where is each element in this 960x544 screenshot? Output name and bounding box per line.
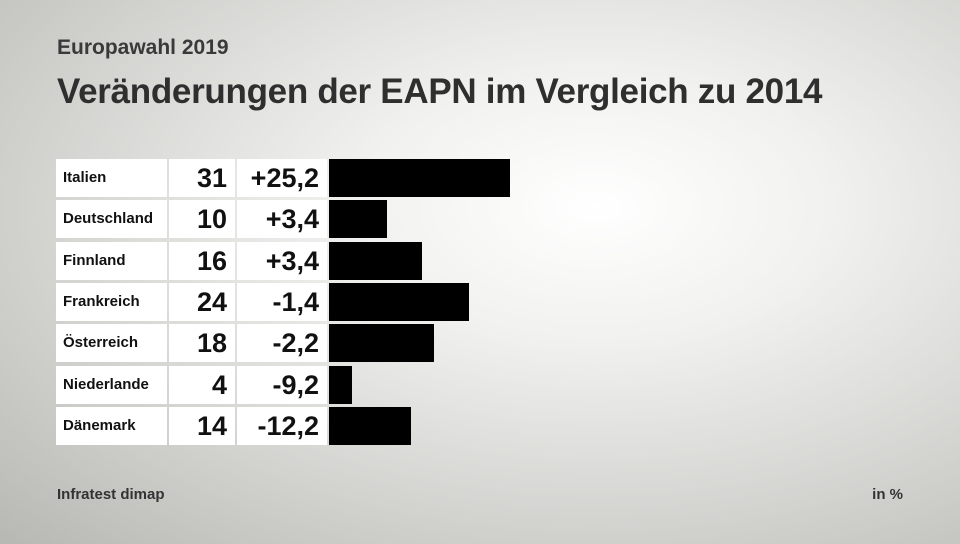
value-label: 10 xyxy=(169,200,235,239)
change-label: +3,4 xyxy=(237,200,327,239)
change-label: -2,2 xyxy=(237,324,327,363)
change-label: +3,4 xyxy=(237,241,327,280)
chart-title: Veränderungen der EAPN im Vergleich zu 2… xyxy=(57,72,823,111)
change-label: +25,2 xyxy=(237,159,327,197)
source-label: Infratest dimap xyxy=(57,486,165,503)
value-label: 24 xyxy=(169,282,235,321)
category-label: Deutschland xyxy=(56,200,167,239)
bar xyxy=(329,241,422,280)
category-label: Italien xyxy=(56,159,167,197)
change-label: -12,2 xyxy=(237,406,327,445)
bar xyxy=(329,365,352,404)
value-label: 16 xyxy=(169,241,235,280)
value-label: 14 xyxy=(169,406,235,445)
category-label: Frankreich xyxy=(56,282,167,321)
bar xyxy=(329,406,411,445)
category-label: Dänemark xyxy=(56,406,167,445)
category-label: Österreich xyxy=(56,324,167,363)
bar xyxy=(329,324,434,363)
category-label: Niederlande xyxy=(56,365,167,404)
unit-label: in % xyxy=(872,486,903,503)
value-label: 4 xyxy=(169,365,235,404)
change-label: -1,4 xyxy=(237,282,327,321)
category-label: Finnland xyxy=(56,241,167,280)
change-label: -9,2 xyxy=(237,365,327,404)
bar xyxy=(329,282,469,321)
bar xyxy=(329,200,387,239)
value-label: 31 xyxy=(169,159,235,197)
bar xyxy=(329,159,510,197)
value-label: 18 xyxy=(169,324,235,363)
chart-subtitle: Europawahl 2019 xyxy=(57,36,229,59)
